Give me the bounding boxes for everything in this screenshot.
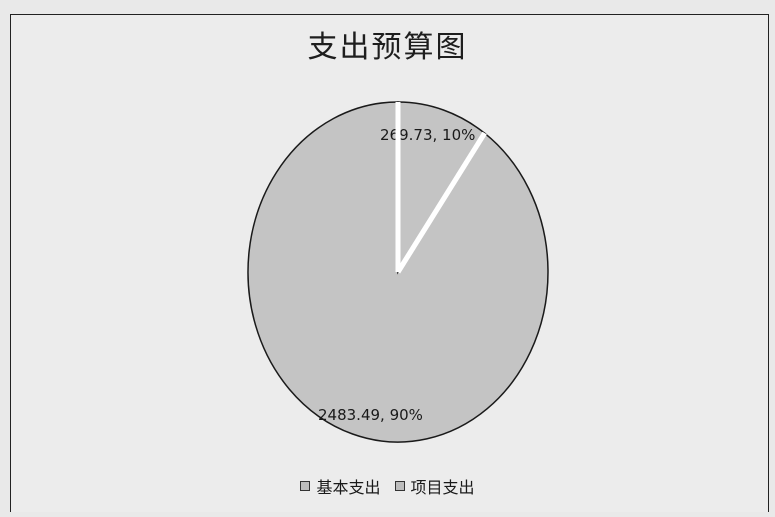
legend-item-basic: 基本支出 — [300, 474, 381, 498]
legend: 基本支出 项目支出 — [0, 474, 775, 498]
slice-project — [397, 101, 486, 275]
chart-title: 支出预算图 — [307, 30, 468, 65]
legend-swatch-basic — [300, 481, 311, 491]
data-label-basic: 2483.49, 90% — [318, 406, 423, 424]
legend-item-project: 项目支出 — [394, 474, 475, 498]
slice-separator — [395, 131, 487, 274]
legend-label-project: 项目支出 — [410, 478, 475, 497]
data-label-project: 269.73, 10% — [380, 126, 475, 144]
legend-label-basic: 基本支出 — [316, 478, 381, 497]
legend-swatch-project — [394, 481, 405, 491]
